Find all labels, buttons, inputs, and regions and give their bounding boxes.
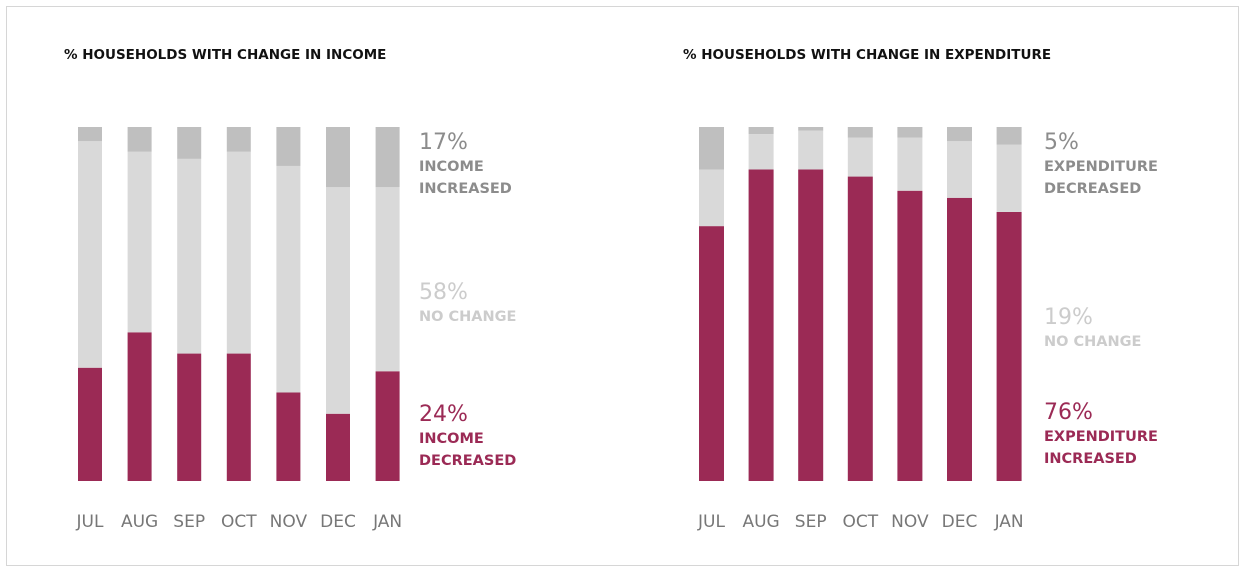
bar-segment bbox=[375, 371, 400, 481]
bar-segment bbox=[276, 165, 301, 393]
annotation: 58% NO CHANGE bbox=[419, 280, 544, 328]
annotation-text: NO CHANGE bbox=[1044, 334, 1142, 350]
bar-segment bbox=[798, 130, 824, 170]
bar-segment bbox=[897, 190, 923, 481]
bar-segment bbox=[897, 127, 923, 138]
annotation-text: EXPENDITURE DECREASED bbox=[1044, 159, 1158, 197]
page: % HOUSEHOLDS WITH CHANGE IN INCOME JUL AUG… bbox=[6, 6, 1239, 566]
annotation-text: INCOME DECREASED bbox=[419, 431, 517, 469]
x-tick-label: OCT bbox=[221, 512, 257, 532]
bar-segment bbox=[947, 197, 972, 482]
x-tick-label: SEP bbox=[795, 512, 827, 532]
bar-segment bbox=[375, 127, 400, 188]
bar-segment bbox=[127, 151, 152, 333]
x-tick-label: JUL bbox=[76, 512, 104, 532]
annotation: 19% NO CHANGE bbox=[1044, 305, 1169, 353]
bar-segment bbox=[78, 367, 102, 481]
x-tick-label: JUL bbox=[697, 512, 725, 532]
chart-title: % HOUSEHOLDS WITH CHANGE IN INCOME bbox=[64, 47, 386, 63]
charts: % HOUSEHOLDS WITH CHANGE IN INCOME JUL AUG… bbox=[64, 47, 1051, 532]
bar-segment bbox=[276, 127, 301, 166]
annotation-value: 76% bbox=[1044, 400, 1093, 425]
bar-segment bbox=[276, 392, 301, 481]
bar-segment bbox=[748, 127, 774, 135]
annotation-text: INCOME INCREASED bbox=[419, 159, 512, 197]
annotation-value: 17% bbox=[419, 130, 468, 155]
bar-segment bbox=[177, 158, 202, 354]
bar-segment bbox=[847, 127, 873, 138]
annotation: 76% EXPENDITURE INCREASED bbox=[1044, 400, 1169, 470]
bar-segment bbox=[947, 127, 972, 142]
bar-segment bbox=[897, 137, 923, 191]
bar-segment bbox=[699, 127, 724, 170]
chart-title: % HOUSEHOLDS WITH CHANGE IN EXPENDITURE bbox=[683, 47, 1051, 63]
bar-segment bbox=[226, 127, 251, 152]
bar-segment bbox=[748, 134, 774, 170]
bar-segment bbox=[326, 187, 350, 414]
x-tick-label: JAN bbox=[372, 512, 402, 532]
bar-segment bbox=[226, 151, 251, 354]
bar-segment bbox=[699, 226, 724, 481]
bar-segment bbox=[798, 127, 824, 131]
x-tick-label: OCT bbox=[842, 512, 878, 532]
bar-segment bbox=[177, 353, 202, 481]
annotation-text: EXPENDITURE INCREASED bbox=[1044, 429, 1158, 467]
x-tick-label: AUG bbox=[742, 512, 779, 532]
bar-segment bbox=[177, 127, 202, 159]
x-tick-label: JAN bbox=[994, 512, 1024, 532]
x-tick-label: NOV bbox=[891, 512, 929, 532]
bar-segment bbox=[748, 169, 774, 482]
bar-segment bbox=[996, 211, 1022, 481]
bar-segment bbox=[847, 176, 873, 481]
x-tick-label: DEC bbox=[320, 512, 356, 532]
bar-segment bbox=[847, 137, 873, 177]
x-tick-label: NOV bbox=[270, 512, 308, 532]
annotation: 24% INCOME DECREASED bbox=[419, 402, 544, 472]
annotation-text: NO CHANGE bbox=[419, 309, 517, 325]
bar-segment bbox=[699, 169, 724, 227]
bar-segment bbox=[78, 141, 102, 368]
x-tick-label: DEC bbox=[942, 512, 978, 532]
annotation-value: 19% bbox=[1044, 305, 1093, 330]
bar-segment bbox=[798, 169, 824, 482]
bar-segment bbox=[78, 127, 102, 142]
annotation-value: 58% bbox=[419, 280, 468, 305]
annotation: 5% EXPENDITURE DECREASED bbox=[1044, 130, 1169, 200]
annotation-value: 5% bbox=[1044, 130, 1079, 155]
bar-segment bbox=[127, 127, 152, 152]
bar-segment bbox=[996, 127, 1022, 145]
bar-segment bbox=[326, 413, 350, 481]
annotation: 17% INCOME INCREASED bbox=[419, 130, 544, 200]
bar-segment bbox=[127, 332, 152, 481]
annotation-value: 24% bbox=[419, 402, 468, 427]
bar-segment bbox=[375, 187, 400, 372]
bar-segment bbox=[226, 353, 251, 481]
bar-segment bbox=[326, 127, 350, 188]
x-tick-label: SEP bbox=[173, 512, 205, 532]
x-tick-label: AUG bbox=[121, 512, 158, 532]
bar-segment bbox=[996, 144, 1022, 212]
bar-segment bbox=[947, 141, 972, 198]
